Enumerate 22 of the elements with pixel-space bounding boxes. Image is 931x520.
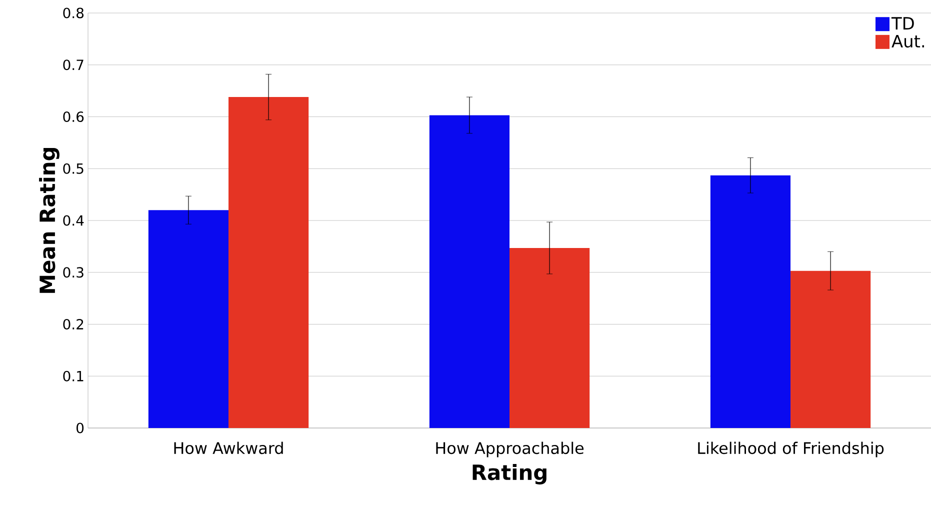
x-tick-label: Likelihood of Friendship bbox=[698, 442, 884, 458]
bar bbox=[228, 97, 309, 428]
y-axis-title: Mean Rating bbox=[39, 148, 60, 293]
x-tick-label: How Awkward bbox=[174, 442, 283, 454]
legend-label: TD bbox=[891, 17, 914, 30]
y-tick-label: 0.3 bbox=[63, 267, 84, 278]
y-tick-label: 0.2 bbox=[63, 318, 84, 330]
y-tick-label: 0.5 bbox=[63, 163, 84, 174]
y-tick-label: 0.8 bbox=[63, 8, 84, 18]
bar bbox=[790, 270, 871, 428]
y-tick-label: 0.7 bbox=[63, 60, 84, 70]
x-tick-label: How Approachable bbox=[436, 442, 584, 458]
bar bbox=[148, 210, 229, 428]
y-tick-label: 0 bbox=[76, 422, 84, 434]
y-tick-label: 0.6 bbox=[63, 111, 84, 122]
bar bbox=[710, 175, 791, 428]
bar bbox=[510, 248, 590, 428]
y-tick-label: 0.1 bbox=[63, 370, 84, 382]
legend-label: Aut. bbox=[892, 35, 924, 48]
x-axis-title: Rating bbox=[472, 464, 546, 484]
bar bbox=[429, 115, 510, 428]
y-tick-label: 0.4 bbox=[63, 215, 84, 226]
